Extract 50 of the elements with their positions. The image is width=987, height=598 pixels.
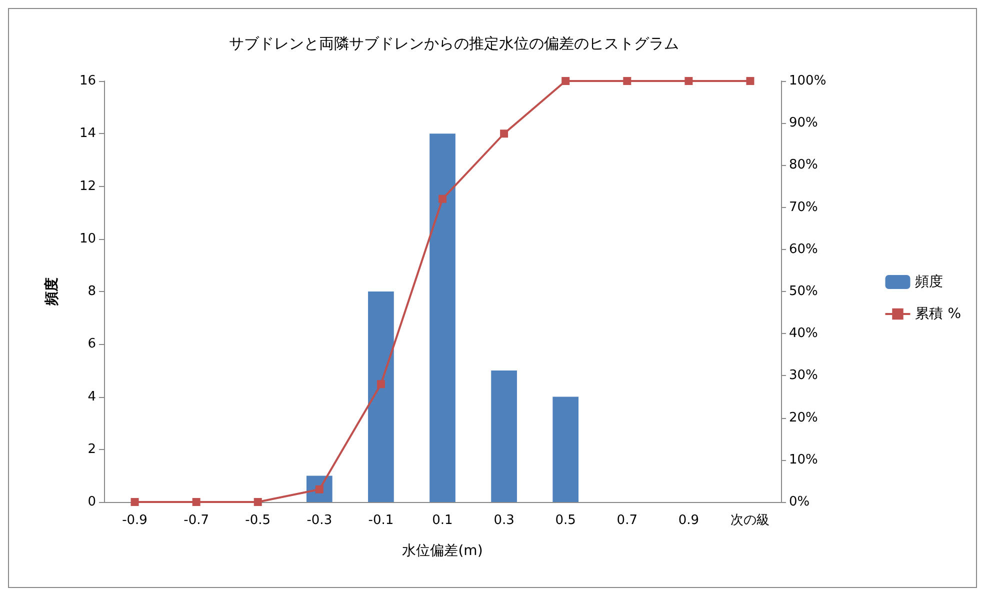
y-tick-label: 2: [88, 442, 96, 457]
x-tick-label: -0.7: [184, 513, 210, 528]
x-tick-label: -0.5: [245, 513, 271, 528]
y2-tick-label: 40%: [789, 326, 818, 342]
point: [623, 77, 632, 85]
point: [130, 498, 139, 506]
x-tick-label: 0.7: [616, 513, 638, 528]
y2-tick-label: 10%: [789, 452, 818, 468]
y-tick-label: 0: [88, 494, 96, 510]
point: [438, 194, 446, 203]
legend-label: 頻度: [915, 274, 944, 290]
bar: [491, 370, 517, 502]
x-axis-title: 水位偏差(m): [402, 543, 483, 559]
chart-title: サブドレンと両隣サブドレンからの推定水位の偏差のヒストグラム: [229, 34, 679, 52]
point: [192, 498, 200, 506]
y2-tick-label: 20%: [789, 410, 818, 426]
bar: [430, 134, 456, 502]
y2-tick-label: 30%: [789, 368, 818, 384]
y2-tick-label: 70%: [789, 200, 818, 215]
bar: [368, 292, 394, 502]
y2-tick-label: 100%: [789, 74, 826, 88]
y-tick-label: 6: [88, 336, 96, 352]
y-tick-label: 16: [79, 74, 96, 88]
x-tick-label: -0.3: [306, 513, 332, 528]
x-tick-label: 0.3: [494, 513, 514, 528]
y2-tick-label: 80%: [789, 158, 818, 173]
bar: [552, 396, 579, 502]
y2-tick-label: 90%: [789, 116, 818, 131]
point: [500, 130, 508, 138]
y2-tick-label: 50%: [789, 284, 818, 299]
y-tick-label: 14: [79, 126, 96, 142]
x-tick-label: 0.1: [432, 513, 453, 528]
x-tick-label: 0.9: [678, 513, 700, 528]
y2-tick-label: 60%: [789, 242, 818, 257]
point: [254, 498, 262, 506]
y-tick-label: 8: [88, 284, 96, 299]
point: [376, 380, 385, 388]
point: [562, 77, 570, 85]
point: [746, 77, 754, 85]
y-axis-title: 頻度: [43, 278, 60, 306]
y2-tick-label: 0%: [789, 494, 810, 510]
x-tick-label: 次の級: [730, 513, 770, 528]
y-tick-label: 4: [88, 389, 96, 404]
x-tick-label: -0.1: [368, 513, 394, 528]
x-tick-label: 0.5: [555, 513, 576, 528]
legend-label: 累積 %: [915, 306, 962, 322]
point: [684, 77, 693, 85]
y-tick-label: 12: [79, 178, 96, 194]
y-tick-label: 10: [79, 231, 96, 246]
x-tick-label: -0.9: [122, 513, 148, 528]
